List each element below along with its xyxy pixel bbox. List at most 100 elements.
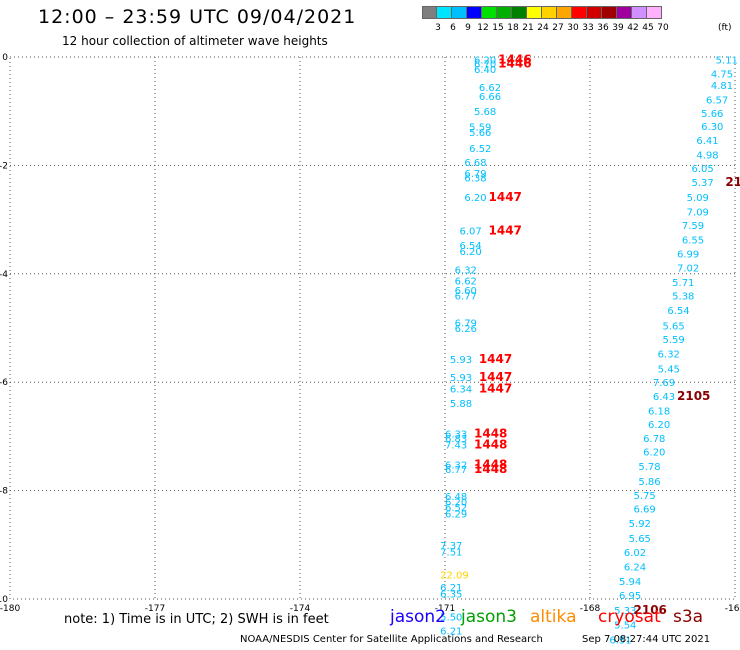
color-swatch	[437, 6, 452, 19]
data-point-cryosat: 1448	[474, 438, 507, 452]
data-point-jason2: 6.57	[706, 95, 728, 106]
data-point-cryosat: 1448	[474, 427, 507, 441]
data-point-jason3: 6.60	[455, 286, 477, 297]
data-point-jason2: 6.55	[682, 236, 704, 247]
data-point-jason3: 6.21	[440, 626, 462, 637]
data-point-jason2: 5.92	[629, 519, 651, 530]
color-swatch	[422, 6, 437, 19]
data-point-jason2: 5.75	[634, 491, 656, 502]
y-tick-label: 0	[2, 53, 8, 63]
data-point-cryosat: 1447	[479, 382, 512, 396]
y-tick-label: -8	[0, 487, 8, 497]
data-point-jason2: 6.54	[667, 306, 689, 317]
data-point-jason2: 5.37	[692, 178, 714, 189]
data-point-cryosat: 1447	[479, 370, 512, 384]
data-point-jason3: 6.66	[479, 92, 501, 103]
data-point-jason3: 5.93	[450, 355, 472, 366]
data-point-jason2: 5.65	[629, 534, 651, 545]
legend-jason3: jason3	[461, 607, 517, 627]
data-point-jason3: 6.83	[445, 434, 467, 445]
data-point-jason2: 6.51	[609, 636, 631, 647]
legend-altika: altika	[530, 607, 577, 627]
data-point-jason3: 6.68	[464, 158, 486, 169]
color-scale-label: 70	[657, 23, 669, 33]
y-tick-label: -6	[0, 378, 8, 388]
data-point-jason3: 5.93	[450, 373, 472, 384]
data-point-jason3: 6.54	[460, 241, 482, 252]
data-point-jason3: 6.07	[460, 226, 482, 237]
chart-title: 12:00 – 23:59 UTC 09/04/2021	[38, 6, 357, 28]
color-scale-label: 42	[627, 23, 639, 33]
data-point-jason2: 6.18	[648, 406, 670, 417]
data-point-jason3: 7.37	[440, 541, 462, 552]
data-point-jason3: 6.38	[464, 173, 486, 184]
color-swatch	[497, 6, 512, 19]
footer-timestamp: Sep 7 08:27:44 UTC 2021	[582, 634, 711, 645]
data-point-jason2: 5.54	[614, 620, 636, 631]
data-point-jason3: 5.66	[469, 128, 491, 139]
data-point-jason3: 6.35	[440, 590, 462, 601]
footer-note: note: 1) Time is in UTC; 2) SWH is in fe…	[64, 612, 329, 627]
data-point-jason3: 6.21	[440, 583, 462, 594]
color-swatch	[572, 6, 587, 19]
data-point-jason2: 5.86	[638, 477, 660, 488]
data-point-jason3: 7.43	[445, 441, 467, 452]
data-point-cryosat: 1448	[474, 458, 507, 472]
color-swatch	[512, 6, 527, 19]
data-point-jason3: 6.20	[445, 497, 467, 508]
color-scale-label: 30	[567, 23, 579, 33]
x-tick-label: -171	[435, 604, 455, 614]
data-point-jason2: 6.30	[701, 122, 723, 133]
data-point-jason2: 5.94	[619, 577, 641, 588]
data-point-jason2: 6.32	[658, 349, 680, 360]
data-point-jason3: 6.29	[445, 509, 467, 520]
data-point-cryosat: 1447	[489, 223, 522, 237]
data-point-jason2: 5.38	[672, 291, 694, 302]
data-point-jason2: 5.66	[701, 109, 723, 120]
color-swatch	[617, 6, 632, 19]
data-point-jason2: 5.33	[614, 606, 636, 617]
color-scale-swatches	[422, 6, 662, 19]
color-swatch	[632, 6, 647, 19]
y-tick-label: -2	[0, 161, 8, 171]
data-point-jason3: 6.77	[455, 291, 477, 302]
y-tick-label: -4	[0, 270, 8, 280]
data-point-jason2: 7.02	[677, 263, 699, 274]
data-point-jason2: 6.41	[696, 136, 718, 147]
data-point-jason2: 5.11	[716, 56, 738, 67]
color-scale-label: 15	[492, 23, 504, 33]
x-tick-label: -174	[290, 604, 311, 614]
data-point-jason3: 6.48	[445, 492, 467, 503]
data-point-jason3: 6.52	[469, 144, 491, 155]
color-scale-label: 12	[477, 23, 489, 33]
data-point-cryosat: 1448	[474, 462, 507, 476]
color-swatch	[557, 6, 572, 19]
data-point-jason3: 6.62	[455, 276, 477, 287]
data-point-jason3: 6.26	[455, 324, 477, 335]
data-point-jason2: 5.78	[638, 462, 660, 473]
data-point-jason2: 5.71	[672, 278, 694, 289]
legend-jason2: jason2	[390, 607, 446, 627]
data-point-cryosat: 1446	[498, 53, 531, 67]
data-point-jason3: 7.51	[440, 547, 462, 558]
x-tick-label: -168	[580, 604, 601, 614]
data-point-s3a: 2105	[677, 389, 710, 403]
data-point-jason3: 5.68	[474, 107, 496, 118]
data-point-jason2: 6.95	[619, 591, 641, 602]
data-point-jason2: 6.24	[624, 562, 646, 573]
color-swatch	[542, 6, 557, 19]
data-point-jason3: 6.20	[460, 247, 482, 258]
color-scale-label: 33	[582, 23, 594, 33]
data-point-jason2: 4.81	[711, 81, 733, 92]
color-scale-label: 24	[537, 23, 549, 33]
data-point-jason3: 6.40	[474, 65, 496, 76]
data-point-jason2: 6.43	[653, 392, 675, 403]
x-tick-label: -165	[725, 604, 740, 614]
data-point-jason3: 6.34	[450, 385, 472, 396]
y-tick-label: -10	[0, 595, 8, 605]
color-swatch	[467, 6, 482, 19]
data-point-cryosat: 1447	[479, 352, 512, 366]
data-point-cryosat: 1447	[489, 190, 522, 204]
data-point-jason3: 6.33	[445, 430, 467, 441]
